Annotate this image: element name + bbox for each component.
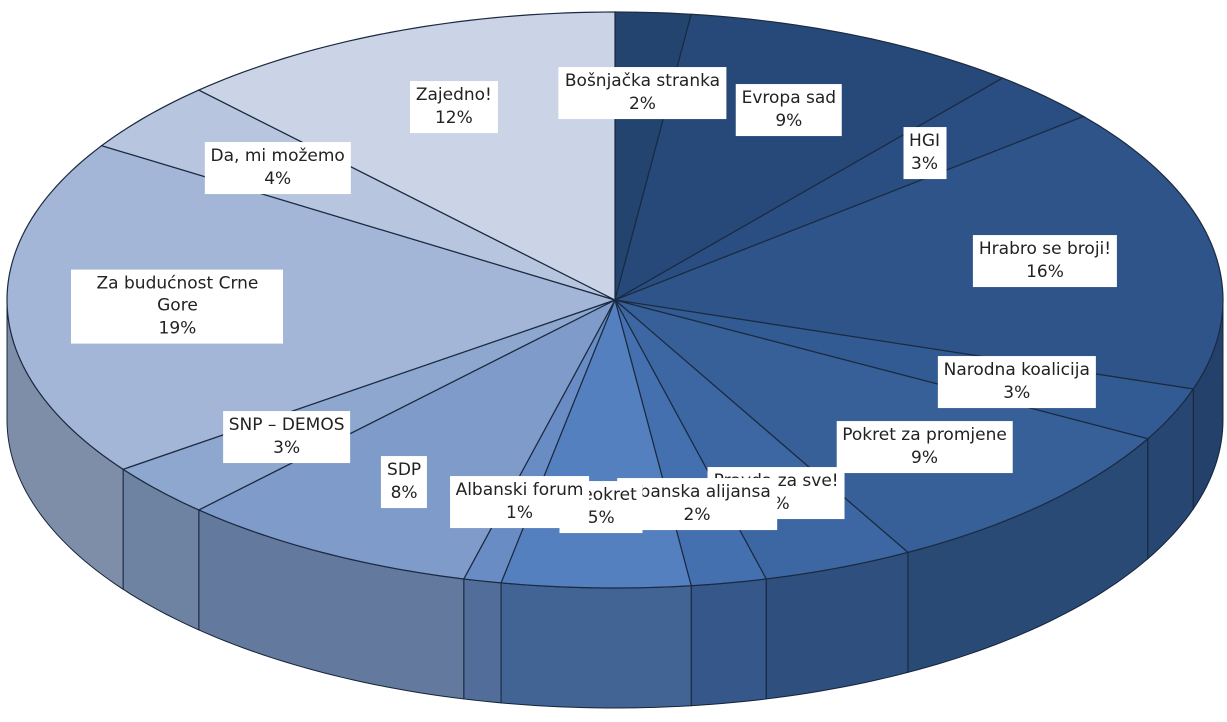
label-value: 4% xyxy=(264,168,292,189)
label-value: 9% xyxy=(911,447,939,468)
slice-side-shade xyxy=(1193,300,1223,509)
label-value: 3% xyxy=(273,438,301,459)
data-label: Narodna koalicija 3% xyxy=(937,356,1096,409)
data-label: Bošnjačka stranka 2% xyxy=(558,67,727,119)
label-value: 8% xyxy=(390,482,418,503)
slice xyxy=(612,115,1224,390)
label-value: 9% xyxy=(775,110,803,131)
data-label: Hrabro se broji! 16% xyxy=(972,235,1118,288)
slice xyxy=(6,145,617,470)
data-label: Albanski forum 1% xyxy=(449,476,590,529)
label-value: 2% xyxy=(683,504,711,525)
slice-side-shade xyxy=(1147,388,1194,559)
data-label: Da, mi možemo 4% xyxy=(204,141,351,194)
slice-side-shade xyxy=(907,438,1148,673)
slice-side-shade xyxy=(7,300,124,590)
label-value: 5% xyxy=(587,508,615,529)
label-name: Albanska alijansa xyxy=(623,481,771,502)
label-value: 19% xyxy=(158,318,197,339)
label-value: 16% xyxy=(1026,262,1064,283)
label-value: 1% xyxy=(506,503,533,524)
slice xyxy=(614,77,1085,301)
slice xyxy=(197,298,617,580)
label-name: Evropa sad xyxy=(741,87,837,108)
data-label: SNP – DEMOS 3% xyxy=(222,411,351,464)
data-label: Pokret za promjene 9% xyxy=(836,420,1013,473)
data-label: SDP 8% xyxy=(381,455,428,508)
data-label: Zajedno! 12% xyxy=(409,81,498,134)
data-label: Za budućnost Crne Gore 19% xyxy=(71,269,284,344)
label-name: Zajedno! xyxy=(415,85,492,106)
label-value: 12% xyxy=(434,108,473,129)
label-value: 3% xyxy=(911,154,939,175)
label-name: Narodna koalicija xyxy=(943,360,1090,381)
label-name: Za budućnost Crne Gore xyxy=(96,273,259,317)
label-name: HGI xyxy=(909,131,941,152)
label-name: Albanski forum xyxy=(455,480,584,501)
label-name: Hrabro se broji! xyxy=(978,239,1112,260)
label-value: 2% xyxy=(628,94,656,115)
data-label: Evropa sad 9% xyxy=(735,83,843,136)
slice xyxy=(197,11,616,301)
slice-side-shade xyxy=(123,469,199,630)
slice-side-shade xyxy=(501,582,692,708)
slice-side-shade xyxy=(691,578,767,706)
label-name: Pokret za promjene xyxy=(842,424,1007,445)
label-name: Da, mi možemo xyxy=(210,145,345,166)
slice-side-shade xyxy=(766,552,908,699)
data-label: HGI 3% xyxy=(903,127,947,180)
label-name: Bošnjačka stranka xyxy=(564,71,721,92)
label-name: SDP xyxy=(387,459,422,480)
label-name: SNP – DEMOS xyxy=(228,415,345,436)
slice-side-shade xyxy=(463,578,502,703)
slice-side-shade xyxy=(198,509,464,699)
label-value: 3% xyxy=(1003,383,1031,404)
data-label: Albanska alijansa 2% xyxy=(617,477,777,530)
